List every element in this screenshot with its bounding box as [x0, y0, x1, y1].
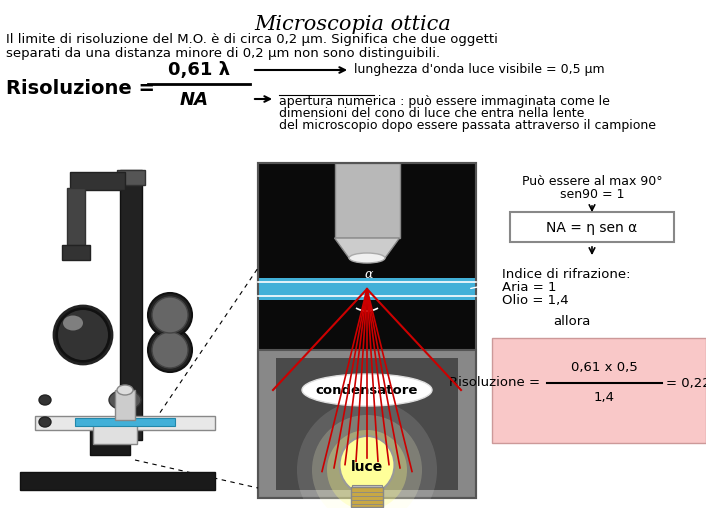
Text: dimensioni del cono di luce che entra nella lente: dimensioni del cono di luce che entra ne… — [279, 107, 585, 120]
Ellipse shape — [349, 253, 385, 263]
Ellipse shape — [312, 415, 422, 508]
Bar — [335, 163, 400, 238]
Text: NA: NA — [179, 91, 208, 109]
Text: α: α — [365, 269, 373, 281]
Text: Microscopia ottica: Microscopia ottica — [255, 15, 451, 34]
Polygon shape — [335, 238, 400, 258]
Text: apertura numerica : può essere immaginata come le: apertura numerica : può essere immaginat… — [279, 95, 610, 108]
Bar — [351, 487, 383, 507]
Bar — [258, 300, 476, 350]
Ellipse shape — [302, 374, 432, 406]
Ellipse shape — [117, 385, 133, 395]
Text: 0,61 x 0,5: 0,61 x 0,5 — [570, 362, 638, 374]
Ellipse shape — [340, 436, 395, 494]
Text: Risoluzione =: Risoluzione = — [6, 79, 162, 98]
Ellipse shape — [148, 293, 192, 337]
Bar — [35, 416, 215, 430]
Text: NA = η sen α: NA = η sen α — [546, 221, 638, 235]
Bar — [492, 338, 706, 443]
Bar — [258, 163, 476, 498]
Bar — [70, 172, 125, 190]
Ellipse shape — [58, 310, 108, 360]
Bar — [75, 418, 175, 426]
Text: Indice di rifrazione:: Indice di rifrazione: — [502, 268, 630, 281]
Bar — [258, 278, 476, 300]
Ellipse shape — [327, 430, 407, 508]
Ellipse shape — [54, 306, 112, 364]
Ellipse shape — [152, 332, 188, 368]
Text: campione: campione — [471, 270, 558, 289]
Bar — [62, 245, 90, 260]
FancyBboxPatch shape — [510, 212, 674, 242]
Text: separati da una distanza minore di 0,2 μm non sono distinguibili.: separati da una distanza minore di 0,2 μ… — [6, 47, 440, 60]
Bar — [120, 170, 142, 440]
Text: allora: allora — [554, 315, 591, 328]
Bar — [90, 420, 130, 455]
Ellipse shape — [63, 315, 83, 331]
Text: Il limite di risoluzione del M.O. è di circa 0,2 μm. Significa che due oggetti: Il limite di risoluzione del M.O. è di c… — [6, 33, 498, 46]
Bar — [258, 163, 476, 293]
Bar — [20, 472, 215, 490]
Text: Olio = 1,4: Olio = 1,4 — [502, 294, 568, 307]
Text: Risoluzione =: Risoluzione = — [449, 376, 544, 390]
Ellipse shape — [39, 417, 51, 427]
Text: lunghezza d'onda luce visibile = 0,5 μm: lunghezza d'onda luce visibile = 0,5 μm — [354, 64, 604, 77]
Bar — [115, 390, 135, 420]
Ellipse shape — [148, 328, 192, 372]
Text: = 0,22 μm: = 0,22 μm — [666, 376, 706, 390]
Text: sen90 = 1: sen90 = 1 — [560, 188, 624, 201]
Bar — [117, 170, 145, 185]
Bar — [352, 485, 382, 490]
Ellipse shape — [297, 400, 437, 508]
Ellipse shape — [109, 390, 141, 410]
Bar — [258, 350, 476, 498]
Text: Aria = 1: Aria = 1 — [502, 281, 556, 294]
Bar — [93, 419, 137, 444]
Text: 0,61 λ: 0,61 λ — [168, 61, 230, 79]
Text: condensatore: condensatore — [316, 384, 418, 397]
Text: Può essere al max 90°: Può essere al max 90° — [522, 175, 662, 188]
Ellipse shape — [152, 297, 188, 333]
Text: luce: luce — [351, 460, 383, 474]
Text: del microscopio dopo essere passata attraverso il campione: del microscopio dopo essere passata attr… — [279, 119, 656, 132]
Bar — [67, 188, 85, 245]
Text: 1,4: 1,4 — [594, 392, 614, 404]
Ellipse shape — [39, 395, 51, 405]
Bar — [276, 358, 458, 490]
